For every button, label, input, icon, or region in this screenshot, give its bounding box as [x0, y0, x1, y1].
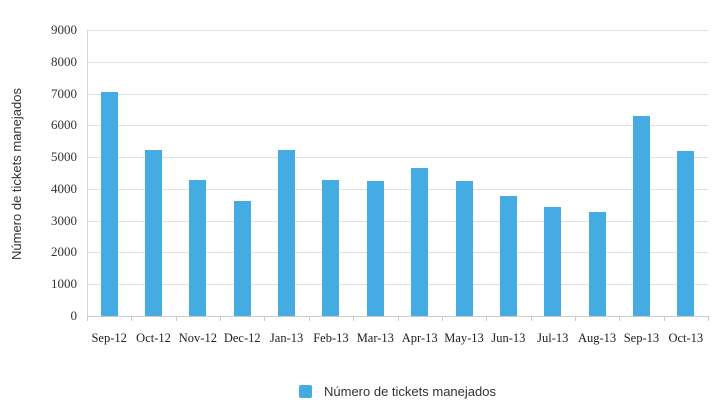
gridline-7000	[87, 93, 708, 95]
bar-Feb-13	[322, 180, 340, 316]
y-tick-label: 2000	[51, 244, 77, 260]
x-tick-label: Jan-13	[269, 331, 304, 345]
x-axis-tick	[664, 316, 665, 321]
x-axis-tick	[486, 316, 487, 321]
x-tick-label: Mar-13	[356, 331, 394, 345]
y-tick-label: 3000	[51, 212, 77, 228]
gridline-0	[87, 316, 708, 317]
x-axis-tick	[131, 316, 132, 321]
legend-item[interactable]: Número de tickets manejados	[87, 384, 708, 399]
y-tick-label: 4000	[51, 180, 77, 196]
x-tick-label: Dec-12	[223, 331, 261, 345]
y-tick-label: 7000	[51, 85, 77, 101]
bar-Sep-12	[100, 91, 118, 316]
legend-label: Número de tickets manejados	[324, 384, 496, 399]
y-axis-line	[87, 30, 88, 320]
y-tick-label: 9000	[51, 22, 77, 37]
y-tick-label: 5000	[51, 149, 77, 165]
x-axis-tick	[619, 316, 620, 321]
bar-Jul-13	[544, 207, 562, 316]
y-tick-label: 0	[70, 308, 78, 323]
gridline-3000	[87, 220, 708, 222]
bar-Oct-13	[677, 150, 695, 316]
x-tick-label: Apr-13	[401, 331, 438, 345]
gridline-1000	[87, 284, 708, 286]
bar-Apr-13	[411, 168, 429, 316]
legend-swatch	[299, 385, 312, 398]
bar-Nov-12	[189, 180, 207, 316]
bar-Oct-12	[145, 150, 163, 316]
x-axis-tick	[353, 316, 354, 321]
plot-area	[87, 30, 709, 321]
bar-Dec-12	[233, 200, 251, 316]
y-tick-label: 6000	[51, 117, 77, 133]
x-tick-label: Sep-12	[91, 331, 127, 345]
x-tick-label: Nov-12	[178, 331, 217, 345]
x-axis-tick	[309, 316, 310, 321]
gridline-4000	[87, 188, 708, 190]
x-tick-label: Jul-13	[537, 331, 569, 345]
x-tick-label: Sep-13	[623, 331, 660, 345]
bar-Sep-13	[632, 116, 650, 316]
bar-Mar-13	[366, 180, 384, 316]
x-tick-label: Oct-13	[668, 331, 704, 345]
bar-Aug-13	[588, 212, 606, 316]
x-axis-tick	[87, 316, 88, 321]
x-axis-tick	[575, 316, 576, 321]
x-axis-tick	[176, 316, 177, 321]
x-axis-tick	[220, 316, 221, 321]
x-tick-label: Aug-13	[577, 331, 617, 345]
bar-May-13	[455, 180, 473, 316]
x-tick-label: May-13	[444, 331, 484, 345]
bar-Jan-13	[278, 150, 296, 316]
bar-Jun-13	[499, 195, 517, 316]
gridline-5000	[87, 157, 708, 159]
x-axis-tick	[442, 316, 443, 321]
gridline-2000	[87, 252, 708, 254]
gridline-8000	[87, 61, 708, 63]
x-axis-tick	[264, 316, 265, 321]
y-axis-title: Número de tickets manejados	[9, 88, 24, 260]
x-axis-tick	[531, 316, 532, 321]
x-axis-tick	[708, 316, 709, 321]
gridline-9000	[87, 30, 708, 31]
x-tick-label: Feb-13	[313, 331, 349, 345]
y-tick-label: 8000	[51, 53, 77, 69]
x-tick-label: Oct-12	[136, 331, 171, 345]
x-axis-tick	[398, 316, 399, 321]
y-tick-label: 1000	[51, 276, 77, 292]
x-tick-label: Jun-13	[491, 331, 526, 345]
gridline-6000	[87, 125, 708, 127]
